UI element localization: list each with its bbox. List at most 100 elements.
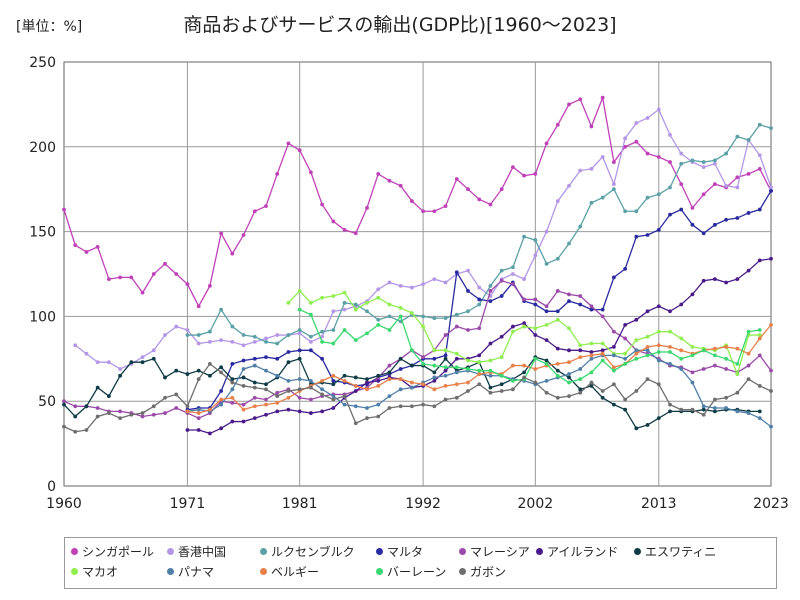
data-point [286, 389, 291, 393]
data-point [297, 289, 302, 293]
data-point [499, 334, 504, 339]
data-point [264, 336, 268, 341]
data-point [342, 307, 347, 312]
data-point [668, 212, 672, 217]
data-point [488, 373, 493, 378]
legend-item: 香港中国 [167, 545, 226, 559]
data-point [297, 356, 302, 361]
data-point [196, 304, 201, 309]
data-point [443, 316, 448, 320]
data-point [724, 395, 729, 400]
data-point [668, 361, 672, 366]
data-point [398, 283, 403, 288]
data-point [589, 380, 594, 385]
data-point [219, 426, 224, 431]
data-point [331, 397, 336, 402]
x-tick-label: 1981 [282, 496, 318, 512]
data-point [241, 233, 246, 237]
data-point [578, 294, 583, 298]
data-point [679, 367, 684, 371]
data-point [421, 209, 426, 214]
data-point [645, 353, 650, 358]
data-point [151, 348, 156, 353]
data-point [645, 423, 650, 427]
data-point [331, 309, 336, 314]
data-point [634, 338, 639, 343]
data-point [421, 282, 426, 287]
series-3 [185, 188, 773, 412]
data-point [712, 353, 717, 358]
data-point [376, 322, 381, 327]
data-point [567, 326, 571, 331]
data-point [567, 292, 571, 297]
data-point [589, 384, 594, 388]
data-point [724, 356, 729, 361]
data-point [600, 389, 605, 393]
data-point [174, 272, 179, 276]
data-point [454, 270, 459, 275]
data-point [555, 289, 560, 293]
data-point [432, 316, 437, 320]
data-point [656, 192, 661, 197]
legend-marker [459, 548, 466, 555]
data-point [219, 389, 224, 393]
data-point [656, 107, 661, 112]
data-point [555, 199, 560, 203]
data-point [735, 361, 740, 366]
data-point [578, 302, 583, 307]
data-point [623, 136, 628, 141]
data-point [297, 148, 302, 153]
data-point [207, 283, 212, 288]
data-point [241, 333, 246, 337]
data-point [544, 390, 549, 395]
data-point [567, 241, 571, 246]
data-point [185, 282, 190, 287]
data-point [308, 378, 313, 383]
data-point [690, 407, 695, 412]
data-point [522, 277, 527, 281]
data-point [353, 421, 358, 426]
data-point [488, 390, 493, 395]
data-point [230, 380, 235, 385]
data-point [219, 307, 224, 312]
x-tick-label: 2002 [518, 496, 554, 512]
data-point [466, 389, 470, 393]
x-tick-label: 2013 [641, 496, 677, 512]
data-point [634, 426, 639, 431]
data-point [387, 394, 392, 399]
data-point [757, 416, 762, 421]
data-point [522, 324, 527, 329]
data-point [185, 328, 190, 332]
data-point [533, 238, 538, 242]
data-point [589, 350, 594, 354]
data-point [365, 331, 369, 336]
data-point [522, 321, 527, 326]
data-point [600, 155, 605, 159]
data-point [701, 404, 706, 409]
data-point [252, 380, 257, 385]
data-point [600, 341, 605, 346]
data-point [466, 187, 470, 192]
data-point [757, 409, 762, 414]
data-point [690, 345, 695, 349]
data-point [62, 402, 66, 407]
data-point [185, 428, 190, 432]
data-point [185, 333, 190, 337]
data-point [679, 161, 684, 166]
data-point [600, 307, 605, 312]
data-point [510, 272, 515, 276]
data-point [230, 400, 235, 405]
data-point [320, 378, 325, 383]
data-point [746, 172, 751, 176]
data-point [443, 384, 448, 388]
data-point [735, 216, 740, 220]
data-point [611, 275, 616, 280]
data-point [342, 290, 347, 295]
data-point [174, 392, 179, 397]
data-point [207, 373, 212, 378]
data-point [690, 292, 695, 297]
data-point [196, 368, 201, 373]
data-point [623, 361, 628, 366]
data-point [769, 389, 773, 393]
data-point [600, 348, 605, 353]
